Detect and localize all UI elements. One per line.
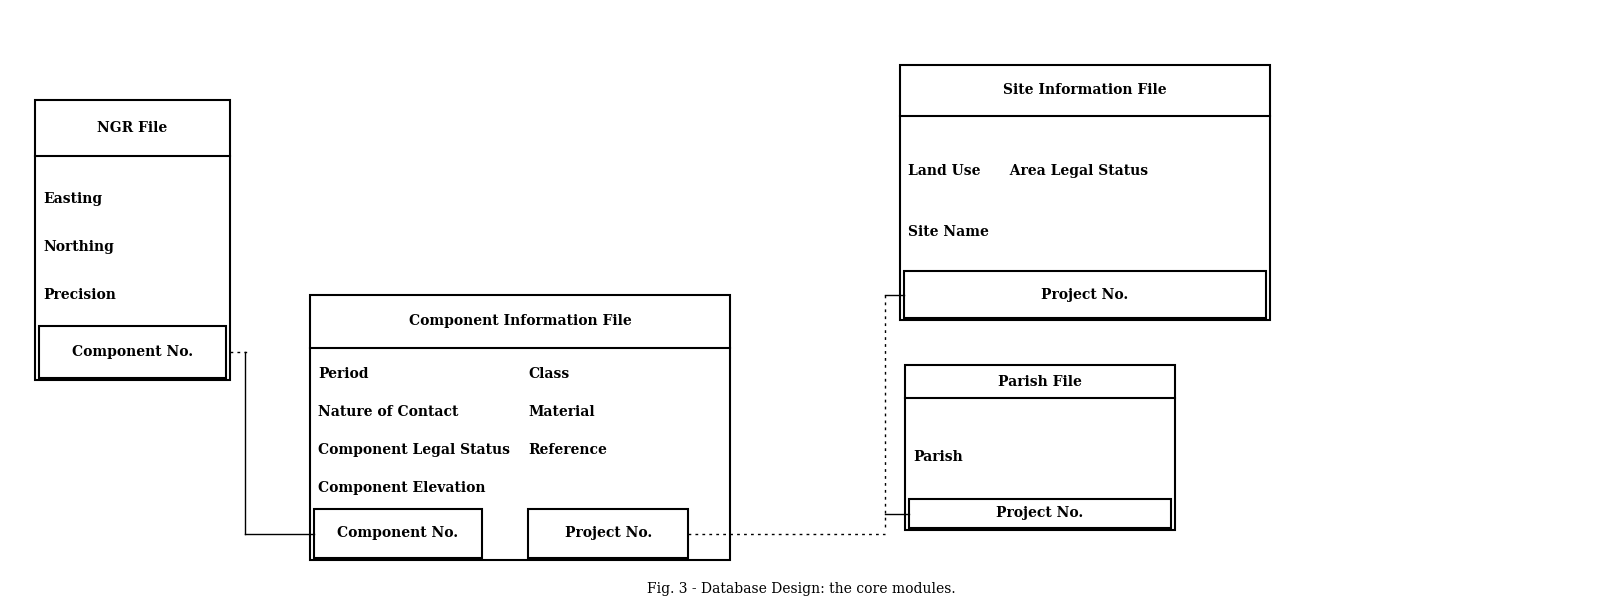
Text: Component Elevation: Component Elevation (317, 481, 486, 495)
Text: Component Legal Status: Component Legal Status (317, 443, 510, 457)
Text: NGR File: NGR File (98, 121, 168, 135)
Text: Component No.: Component No. (72, 345, 192, 359)
Text: Site Information File: Site Information File (1003, 84, 1167, 98)
Text: Reference: Reference (529, 443, 608, 457)
Text: Land Use      Area Legal Status: Land Use Area Legal Status (907, 164, 1148, 178)
Text: Parish: Parish (914, 450, 963, 464)
Text: Site Name: Site Name (907, 225, 989, 239)
Text: Precision: Precision (43, 288, 115, 302)
Bar (38, 326, 226, 378)
Text: Project No.: Project No. (997, 506, 1084, 520)
Text: Parish File: Parish File (999, 375, 1082, 388)
Text: Northing: Northing (43, 240, 114, 254)
Text: Nature of Contact: Nature of Contact (317, 405, 458, 419)
Bar (309, 295, 729, 560)
Text: Component No.: Component No. (338, 526, 458, 540)
Bar (904, 271, 1266, 318)
Text: Period: Period (317, 367, 369, 382)
Bar (529, 509, 688, 558)
Bar (909, 499, 1172, 528)
Text: Material: Material (529, 405, 595, 419)
Bar (906, 365, 1175, 530)
Text: Component Information File: Component Information File (409, 314, 632, 328)
Bar (899, 65, 1270, 320)
Text: Project No.: Project No. (564, 526, 652, 540)
Text: Project No.: Project No. (1042, 288, 1129, 302)
Text: Easting: Easting (43, 192, 103, 206)
Bar (35, 100, 229, 380)
Text: Class: Class (529, 367, 569, 382)
Bar (314, 509, 483, 558)
Text: Fig. 3 - Database Design: the core modules.: Fig. 3 - Database Design: the core modul… (648, 582, 955, 596)
